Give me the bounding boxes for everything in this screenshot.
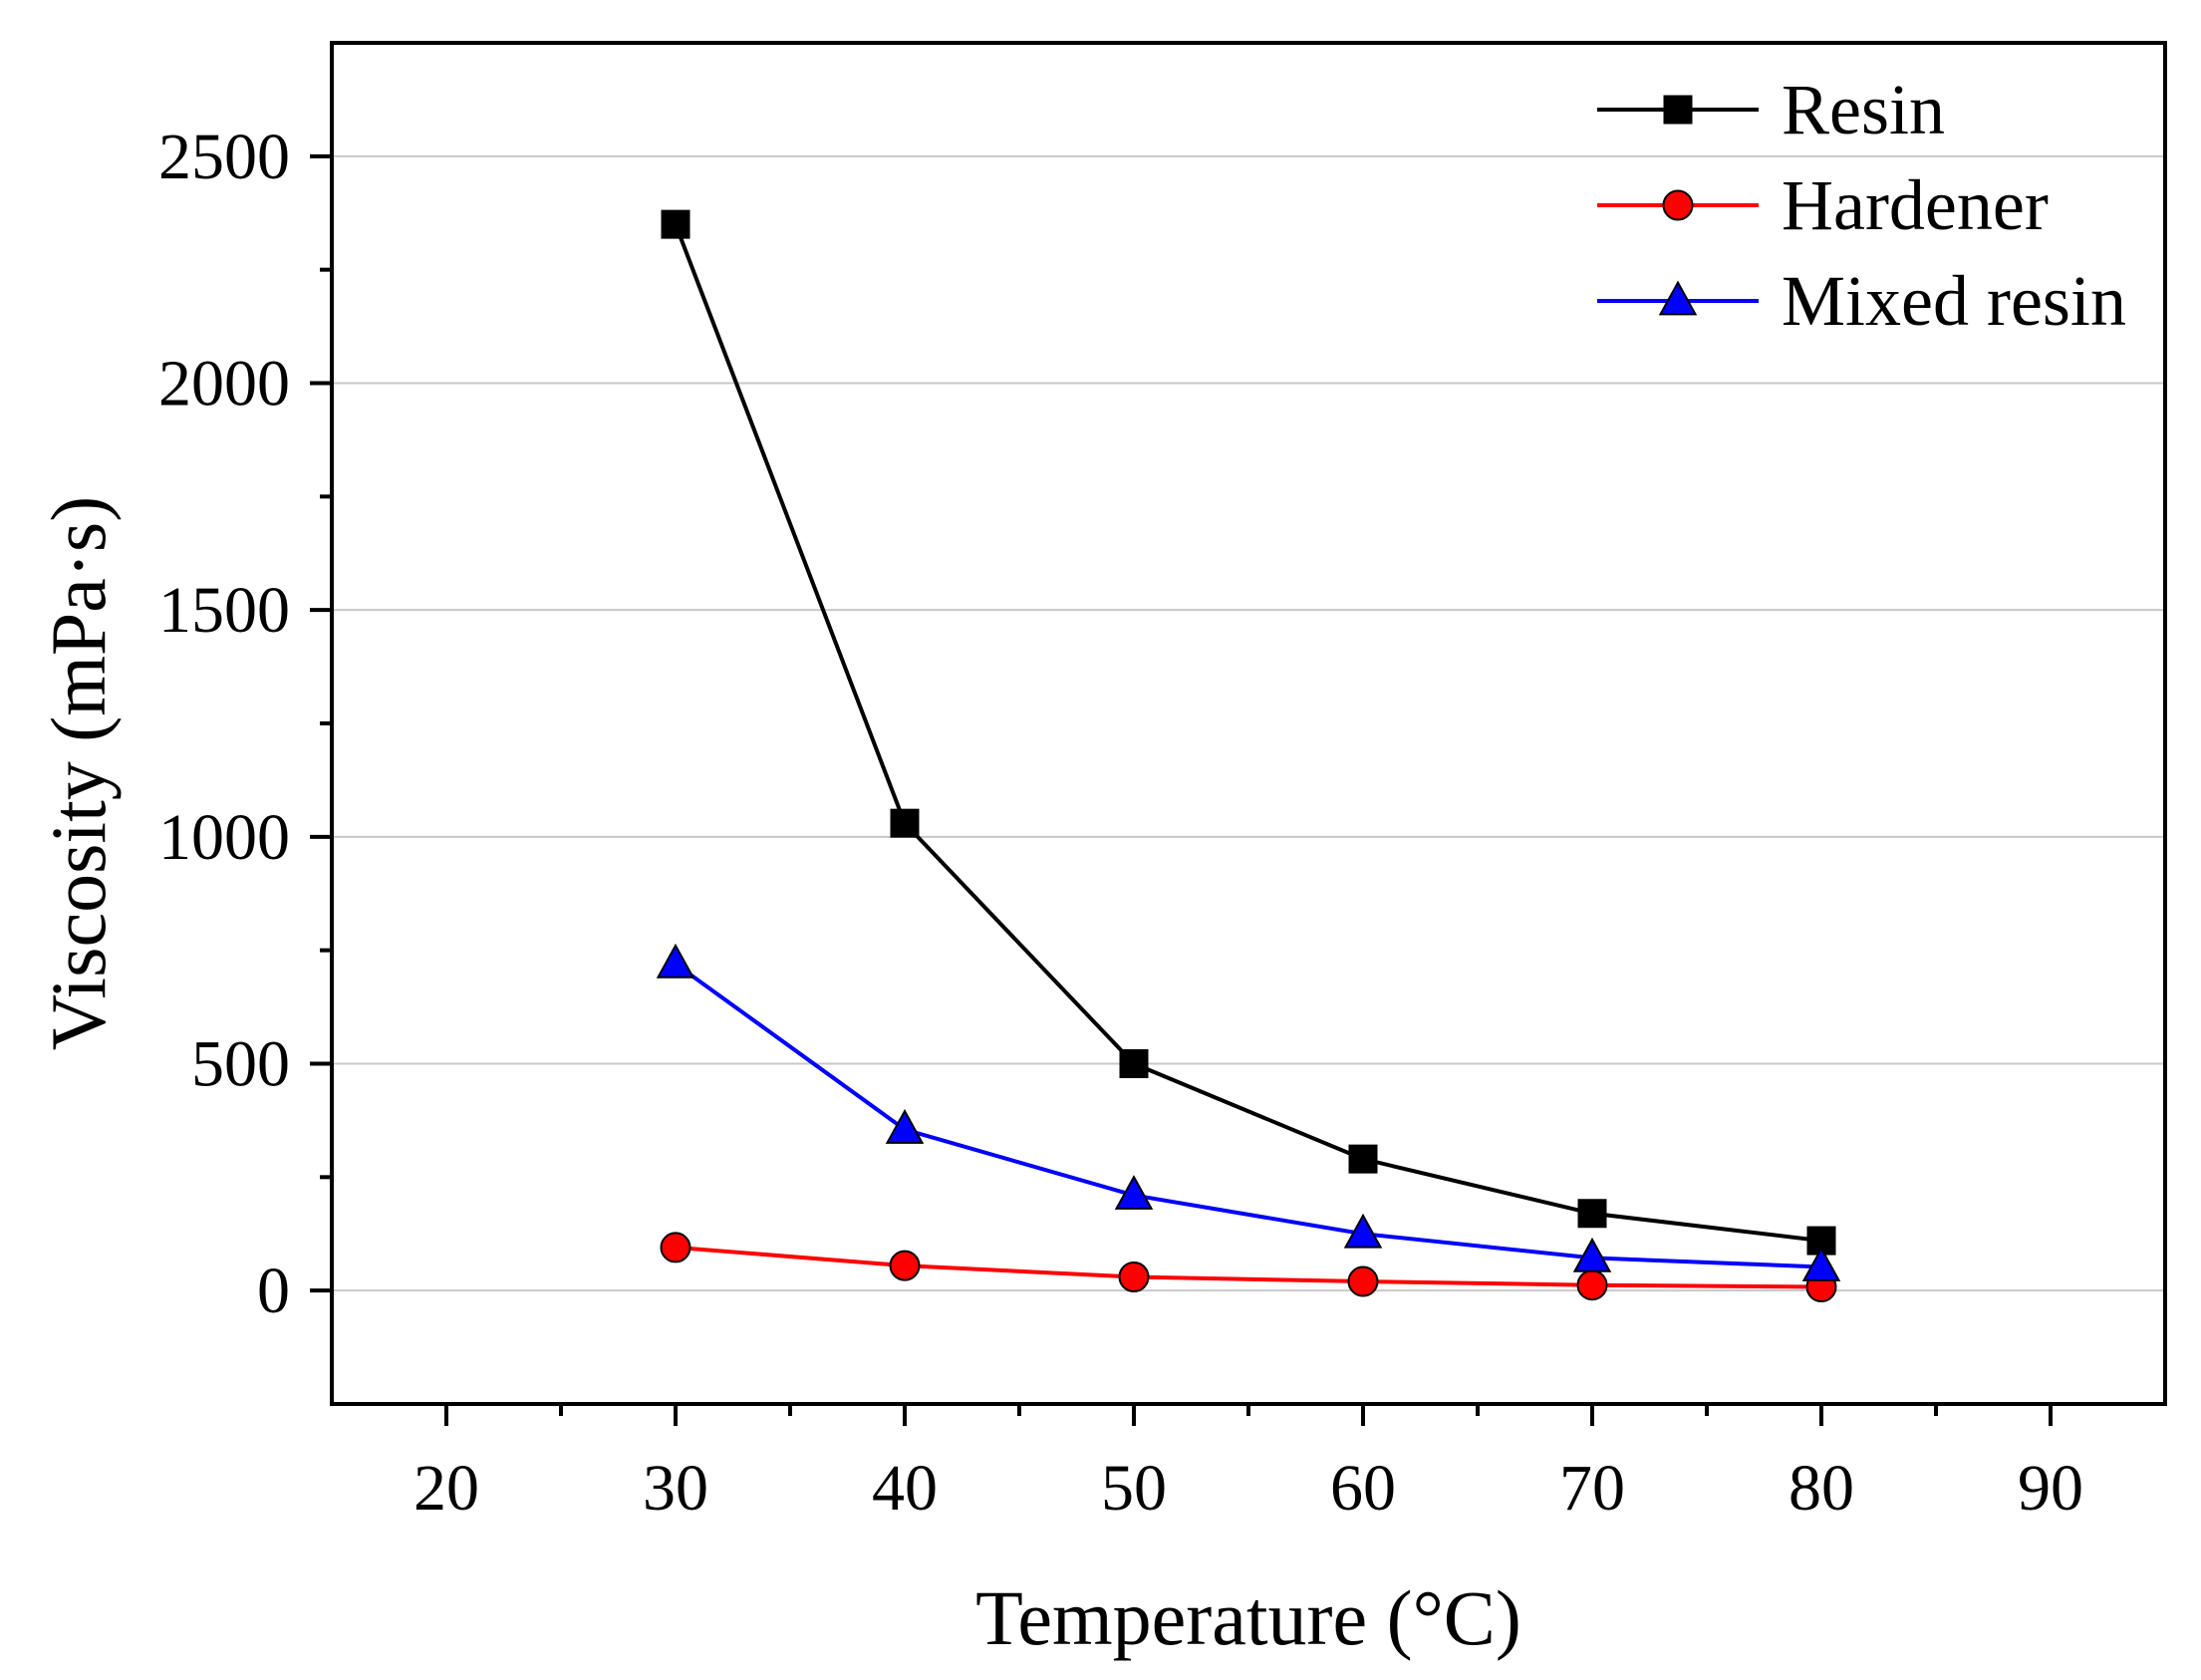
legend-label-hardener: Hardener [1782,165,2049,245]
x-tick-label-70: 70 [1559,1452,1625,1525]
data-point-hardener-40 [889,1250,921,1281]
y-tick-label-500: 500 [191,1028,290,1101]
y-tick-label-1500: 1500 [158,574,290,647]
data-point-resin-60 [1348,1144,1378,1174]
grid [332,154,2165,1292]
y-tick-label-2000: 2000 [158,348,290,420]
series-lines [674,223,1822,1289]
legend-marker-mixed-resin [1658,280,1698,316]
data-point-resin-30 [661,209,690,239]
x-tick-label-90: 90 [2018,1452,2083,1525]
data-point-hardener-30 [660,1232,691,1263]
data-point-mixed-resin-50 [1114,1175,1154,1210]
series-line-mixed-resin [674,962,1822,1269]
legend-label-mixed-resin: Mixed resin [1782,261,2126,341]
y-tick-label-0: 0 [257,1255,290,1327]
x-tick-label-20: 20 [413,1452,479,1525]
data-point-mixed-resin-30 [656,943,695,979]
legend: Resin Hardener Mixed resin [1597,70,2126,341]
data-point-hardener-70 [1576,1269,1608,1301]
data-point-resin-70 [1577,1199,1607,1229]
data-point-mixed-resin-40 [885,1109,925,1144]
data-point-resin-40 [890,808,920,838]
series-line-hardener [675,1245,1822,1289]
y-axis-title: Viscosity (mPa·s) [35,496,122,1050]
data-point-mixed-resin-60 [1343,1213,1383,1249]
series-line-resin [674,223,1822,1244]
data-point-mixed-resin-80 [1801,1247,1841,1281]
y-tick-label-1000: 1000 [158,801,290,874]
y-tick-label-2500: 2500 [158,121,290,193]
legend-marker-hardener [1662,189,1694,221]
x-tick-label-40: 40 [872,1452,938,1525]
data-point-resin-50 [1119,1049,1149,1078]
tick-labels: 20 30 40 50 60 70 80 90 0 500 1000 1500 2000 2500 [158,121,2083,1525]
axis-ticks [310,153,2053,1426]
x-tick-label-30: 30 [643,1452,708,1525]
x-axis-title: Temperature (°C) [975,1574,1521,1661]
x-tick-label-60: 60 [1330,1452,1396,1525]
data-point-hardener-50 [1118,1261,1150,1293]
data-point-hardener-60 [1347,1265,1379,1297]
data-point-mixed-resin-70 [1572,1237,1612,1272]
series-markers [656,209,1841,1303]
legend-label-resin: Resin [1782,70,1945,149]
x-tick-label-50: 50 [1101,1452,1167,1525]
x-tick-label-80: 80 [1788,1452,1854,1525]
legend-marker-resin [1663,95,1693,125]
